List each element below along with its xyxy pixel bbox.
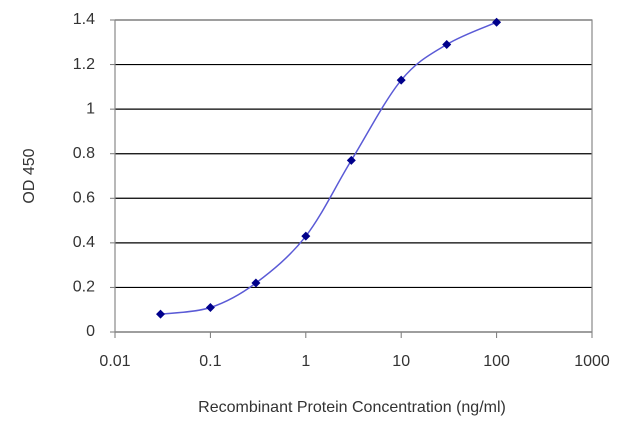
y-tick-label: 0.4	[73, 234, 95, 251]
curve	[160, 21, 497, 315]
y-tick-label: 0.6	[73, 190, 95, 207]
y-tick-label: 0.2	[73, 279, 95, 296]
x-tick-label: 100	[483, 353, 510, 370]
marker	[156, 309, 166, 319]
y-tick-label: 1.2	[73, 56, 95, 73]
x-tick-label: 1	[301, 353, 310, 370]
marker	[251, 278, 261, 288]
y-tick-label: 1	[86, 100, 95, 117]
x-tick-label: 10	[392, 353, 410, 370]
y-tick-label: 0	[86, 323, 95, 340]
marker	[346, 155, 356, 165]
y-tick-label: 0.8	[73, 145, 95, 162]
x-tick-label: 1000	[574, 353, 610, 370]
x-tick-label: 0.1	[199, 353, 221, 370]
marker	[205, 302, 215, 312]
y-axis-label: OD 450	[21, 148, 38, 203]
x-tick-label: 0.01	[99, 353, 130, 370]
marker	[492, 17, 502, 27]
marker	[396, 75, 406, 85]
plot-frame	[114, 19, 593, 333]
y-tick-label: 1.4	[73, 11, 95, 28]
marker	[442, 40, 452, 50]
x-axis-label: Recombinant Protein Concentration (ng/ml…	[198, 399, 506, 416]
marker	[301, 231, 311, 241]
